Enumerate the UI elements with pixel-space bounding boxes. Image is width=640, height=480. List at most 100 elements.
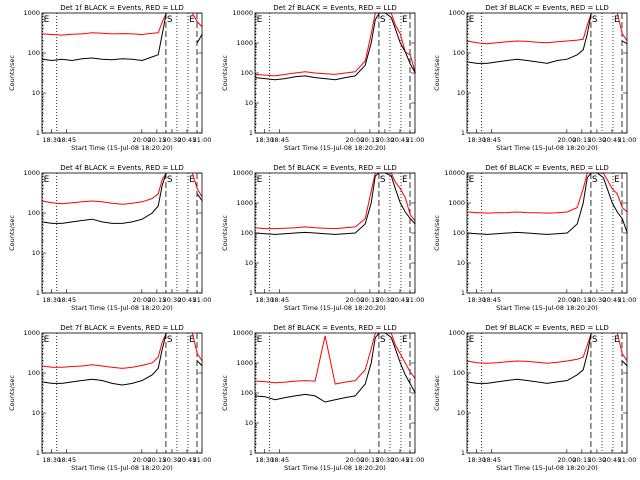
x-tick-label: 18:30 — [467, 456, 486, 464]
x-tick-label: 21:00 — [406, 456, 425, 464]
x-tick-label: 20:30 — [376, 136, 395, 144]
lld-series-line — [254, 332, 416, 385]
y-tick-label: 1 — [461, 289, 465, 297]
x-tick-label: 18:30 — [42, 136, 61, 144]
panel: Det 6f BLACK = Events, RED = LLD 1 10 100 10… — [433, 164, 636, 312]
x-axis-label: Start Time (15-Jul-08 18:20:20) — [71, 464, 173, 472]
plot-frame — [466, 332, 628, 454]
event-marker-label: E — [257, 335, 263, 345]
y-tick-label: 1000 — [448, 9, 465, 17]
x-tick-label: 20:15 — [573, 136, 592, 144]
panel: Det 5f BLACK = Events, RED = LLD 1 10 100 10… — [221, 164, 424, 312]
y-tick-label: 100 — [453, 229, 465, 237]
events-series-line — [466, 332, 628, 384]
x-tick-label: 20:30 — [588, 456, 607, 464]
plot-frame — [41, 12, 203, 134]
y-axis-label: Counts/sec — [433, 375, 441, 411]
event-marker-label: S — [167, 15, 173, 25]
y-axis-label: Counts/sec — [221, 215, 229, 251]
x-tick-label: 20:45 — [603, 456, 622, 464]
y-tick-label: 1 — [36, 449, 40, 457]
x-tick-label: 20:00 — [346, 296, 365, 304]
event-marker-label: E — [44, 175, 50, 185]
y-axis-label: Counts/sec — [8, 55, 16, 91]
event-marker-label: E — [189, 175, 195, 185]
y-tick-label: 10000 — [232, 329, 253, 337]
y-axis-label: Counts/sec — [8, 375, 16, 411]
events-series-line — [466, 172, 628, 235]
event-marker-label: S — [167, 335, 173, 345]
x-tick-label: 20:30 — [588, 136, 607, 144]
x-tick-label: 18:30 — [467, 296, 486, 304]
y-axis-label: Counts/sec — [221, 55, 229, 91]
y-tick-label: 1000 — [236, 39, 253, 47]
panel-title: Det 9f BLACK = Events, RED = LLD — [485, 324, 608, 332]
x-axis-label: Start Time (15-Jul-08 18:20:20) — [496, 144, 598, 152]
x-tick-label: 21:00 — [618, 136, 637, 144]
x-tick-label: 18:30 — [467, 136, 486, 144]
x-tick-label: 18:45 — [270, 296, 289, 304]
events-series-line — [466, 12, 628, 64]
events-series-line — [41, 332, 203, 386]
y-tick-label: 1 — [461, 449, 465, 457]
event-marker-label: S — [592, 175, 598, 185]
plot-frame — [466, 12, 628, 134]
x-axis-label: Start Time (15-Jul-08 18:20:20) — [496, 304, 598, 312]
y-tick-label: 10000 — [232, 9, 253, 17]
y-tick-label: 10 — [245, 259, 253, 267]
x-tick-label: 21:00 — [618, 456, 637, 464]
event-marker-label: E — [614, 335, 620, 345]
panel-title: Det 2f BLACK = Events, RED = LLD — [273, 4, 396, 12]
panel: Det 4f BLACK = Events, RED = LLD 1 10 100 10… — [8, 164, 211, 312]
panel: Det 8f BLACK = Events, RED = LLD 1 10 100 10… — [221, 324, 424, 472]
event-marker-label: S — [167, 175, 173, 185]
event-marker-label: E — [402, 335, 408, 345]
x-tick-label: 20:30 — [163, 456, 182, 464]
lld-series-line — [466, 332, 628, 364]
x-tick-label: 20:00 — [558, 456, 577, 464]
lld-series-line — [41, 332, 203, 369]
x-tick-label: 18:45 — [270, 136, 289, 144]
x-tick-label: 18:30 — [42, 296, 61, 304]
event-marker-label: E — [614, 175, 620, 185]
x-tick-label: 20:45 — [391, 136, 410, 144]
panel: Det 2f BLACK = Events, RED = LLD 1 10 100 10… — [221, 4, 424, 152]
events-series-line — [254, 172, 416, 235]
panel: Det 3f BLACK = Events, RED = LLD 1 10 100 10… — [433, 4, 636, 152]
event-marker-label: S — [380, 15, 386, 25]
x-tick-label: 20:45 — [391, 456, 410, 464]
y-axis-label: Counts/sec — [433, 215, 441, 251]
x-tick-label: 21:00 — [406, 136, 425, 144]
x-tick-label: 20:45 — [391, 296, 410, 304]
x-axis-label: Start Time (15-Jul-08 18:20:20) — [71, 304, 173, 312]
y-tick-label: 10000 — [444, 169, 465, 177]
x-tick-label: 20:15 — [573, 296, 592, 304]
plot-frame — [466, 172, 628, 294]
x-tick-label: 18:45 — [57, 296, 76, 304]
y-tick-label: 10 — [457, 259, 465, 267]
lld-series-line — [466, 172, 628, 214]
y-tick-label: 100 — [241, 229, 253, 237]
x-axis-label: Start Time (15-Jul-08 18:20:20) — [71, 144, 173, 152]
y-tick-label: 10000 — [232, 169, 253, 177]
x-axis-label: Start Time (15-Jul-08 18:20:20) — [284, 304, 386, 312]
x-tick-label: 18:45 — [482, 296, 501, 304]
y-tick-label: 1000 — [23, 169, 40, 177]
x-tick-label: 20:30 — [163, 296, 182, 304]
x-axis-label: Start Time (15-Jul-08 18:20:20) — [284, 464, 386, 472]
x-tick-label: 18:45 — [482, 456, 501, 464]
panel-title: Det 7f BLACK = Events, RED = LLD — [60, 324, 183, 332]
x-tick-label: 21:00 — [406, 296, 425, 304]
event-marker-label: E — [44, 335, 50, 345]
panel: Det 9f BLACK = Events, RED = LLD 1 10 100 10… — [433, 324, 636, 472]
panel-title: Det 8f BLACK = Events, RED = LLD — [273, 324, 396, 332]
x-tick-label: 20:15 — [148, 456, 167, 464]
x-tick-label: 18:30 — [255, 136, 274, 144]
x-tick-label: 21:00 — [193, 136, 212, 144]
x-axis-label: Start Time (15-Jul-08 18:20:20) — [496, 464, 598, 472]
x-tick-label: 20:15 — [361, 296, 380, 304]
x-tick-label: 20:00 — [558, 296, 577, 304]
panel-title: Det 5f BLACK = Events, RED = LLD — [273, 164, 396, 172]
x-tick-label: 20:15 — [148, 136, 167, 144]
